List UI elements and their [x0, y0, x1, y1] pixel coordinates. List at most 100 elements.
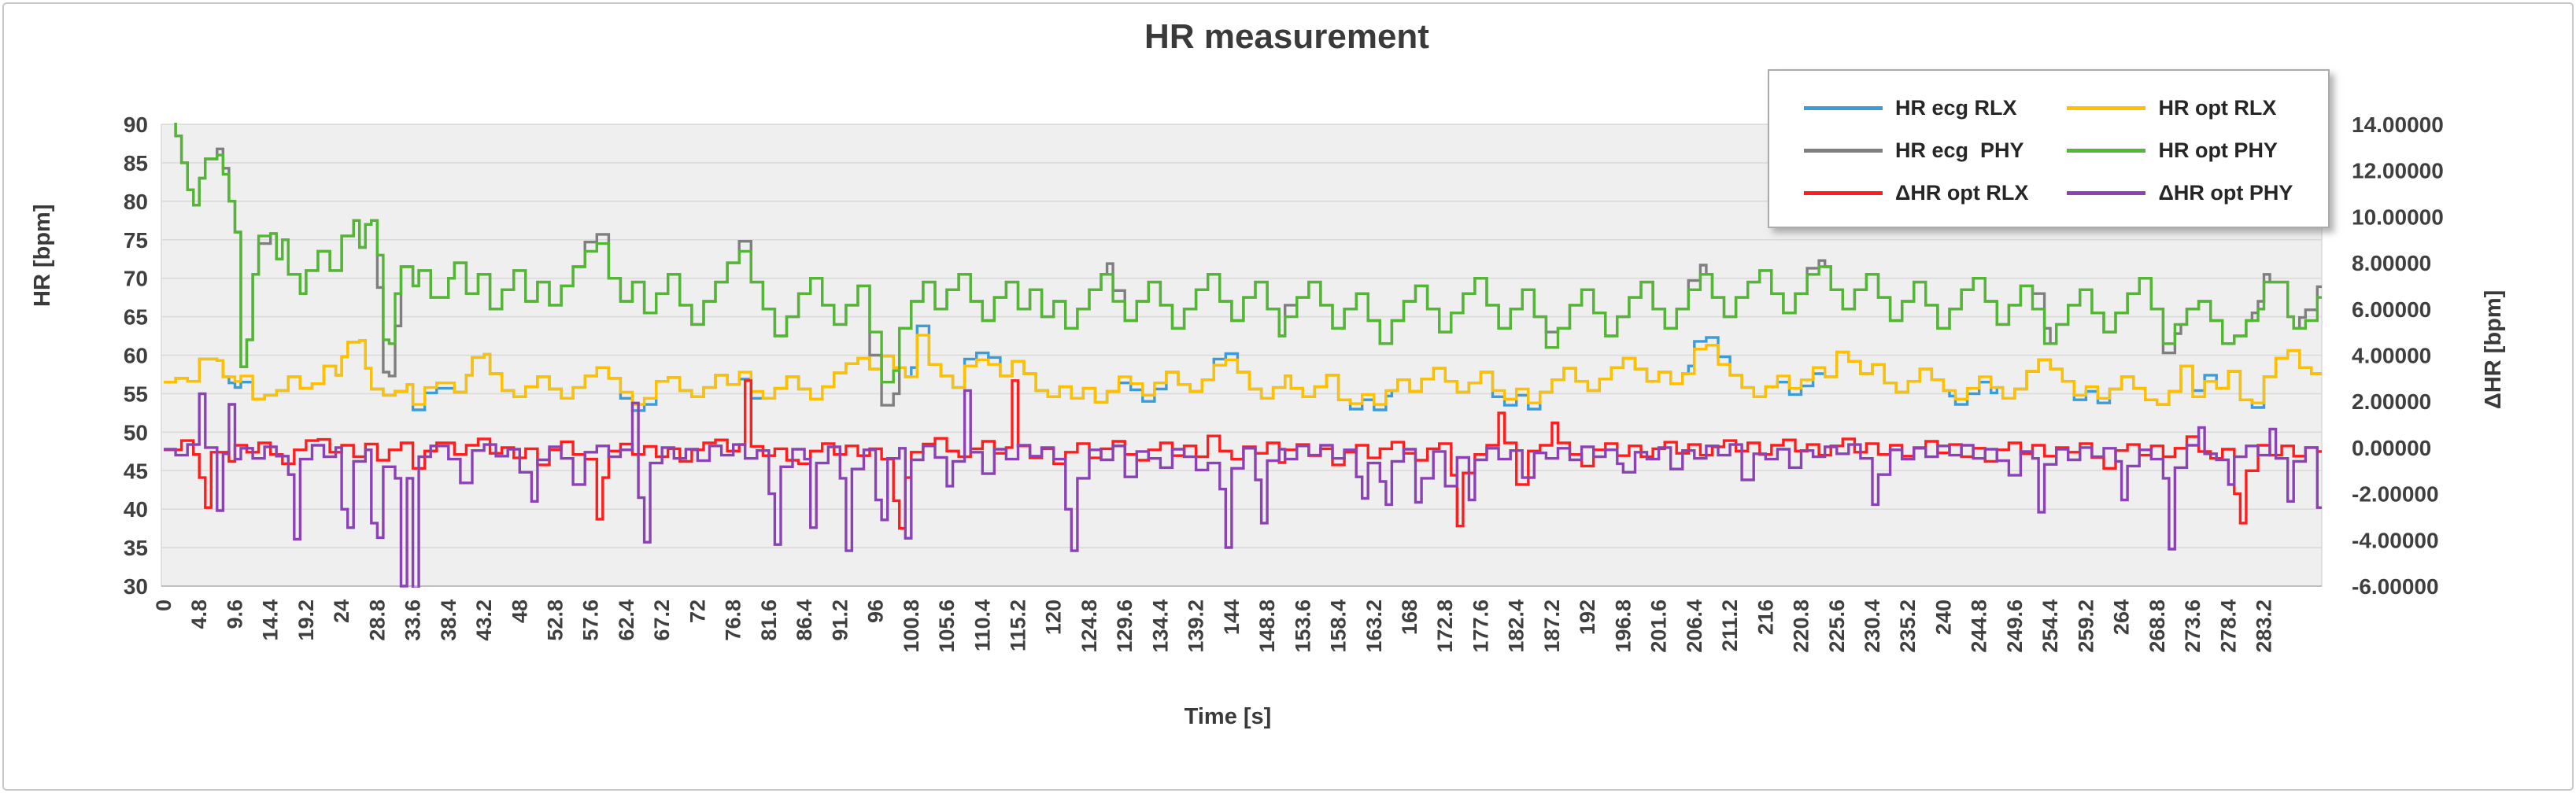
svg-text:268.8: 268.8 — [2145, 599, 2169, 653]
legend-label: ΔHR opt PHY — [2158, 180, 2293, 205]
legend-line-swatch — [1804, 105, 1883, 110]
svg-text:80: 80 — [124, 190, 148, 214]
svg-text:48: 48 — [508, 599, 531, 623]
svg-text:45: 45 — [124, 459, 148, 483]
legend-item-dhr-opt-phy: ΔHR opt PHY — [2067, 172, 2327, 214]
legend-line-swatch — [2067, 148, 2146, 153]
svg-text:201.6: 201.6 — [1647, 599, 1671, 653]
legend-label: HR opt PHY — [2158, 138, 2278, 162]
legend-item-hr-opt-rlx: HR opt RLX — [2067, 87, 2327, 129]
svg-text:50: 50 — [124, 420, 148, 444]
svg-text:-2.00000: -2.00000 — [2352, 482, 2439, 507]
svg-text:85: 85 — [124, 151, 148, 175]
svg-text:4.00000: 4.00000 — [2352, 344, 2431, 368]
svg-text:86.4: 86.4 — [793, 599, 816, 641]
svg-text:0: 0 — [152, 599, 176, 611]
svg-text:100.8: 100.8 — [900, 599, 923, 653]
svg-text:182.4: 182.4 — [1505, 599, 1528, 653]
x-axis-title: Time [s] — [1184, 704, 1272, 729]
svg-text:168: 168 — [1398, 599, 1421, 635]
svg-text:144: 144 — [1220, 599, 1244, 635]
svg-text:67.2: 67.2 — [650, 599, 674, 641]
chart-legend: HR ecg RLX HR opt RLX HR ecg PHY HR opt … — [1768, 69, 2330, 228]
svg-text:12.00000: 12.00000 — [2352, 159, 2444, 183]
svg-text:211.2: 211.2 — [1718, 599, 1742, 651]
svg-text:28.8: 28.8 — [365, 599, 389, 641]
svg-text:38.4: 38.4 — [437, 599, 460, 641]
svg-text:96: 96 — [864, 599, 888, 623]
series-line-hr-opt-phy — [174, 123, 2322, 384]
svg-text:278.4: 278.4 — [2216, 599, 2240, 653]
legend-line-swatch — [2067, 190, 2146, 195]
svg-text:206.4: 206.4 — [1683, 599, 1706, 653]
legend-line-swatch — [1804, 148, 1883, 153]
svg-text:148.8: 148.8 — [1255, 599, 1279, 653]
svg-text:6.00000: 6.00000 — [2352, 297, 2431, 322]
svg-text:216: 216 — [1754, 599, 1777, 635]
svg-text:4.8: 4.8 — [187, 599, 211, 629]
svg-text:62.4: 62.4 — [615, 599, 638, 641]
legend-item-hr-ecg-phy: HR ecg PHY — [1804, 129, 2064, 172]
svg-text:220.8: 220.8 — [1790, 599, 1813, 653]
legend-label: HR opt RLX — [2158, 95, 2277, 120]
svg-text:9.6: 9.6 — [223, 599, 246, 629]
legend-label: ΔHR opt RLX — [1895, 180, 2029, 205]
svg-text:65: 65 — [124, 305, 148, 330]
svg-text:75: 75 — [124, 228, 148, 253]
legend-line-swatch — [2067, 105, 2146, 110]
svg-text:115.2: 115.2 — [1006, 599, 1029, 651]
svg-text:196.8: 196.8 — [1611, 599, 1635, 653]
y-axis-left-title: HR [bpm] — [30, 204, 55, 307]
svg-text:70: 70 — [124, 267, 148, 291]
svg-text:105.6: 105.6 — [935, 599, 959, 653]
legend-line-swatch — [1804, 190, 1883, 195]
svg-text:90: 90 — [124, 112, 148, 137]
svg-text:91.2: 91.2 — [828, 599, 852, 641]
legend-item-dhr-opt-rlx: ΔHR opt RLX — [1804, 172, 2064, 214]
svg-text:187.2: 187.2 — [1540, 599, 1564, 653]
chart-title: HR measurement — [1144, 17, 1429, 56]
svg-text:124.8: 124.8 — [1077, 599, 1101, 653]
svg-text:35: 35 — [124, 536, 148, 560]
svg-text:192: 192 — [1576, 599, 1599, 635]
legend-label: HR ecg PHY — [1895, 138, 2024, 162]
svg-text:264: 264 — [2110, 599, 2134, 635]
series-line-δhr-opt-phy — [164, 389, 2322, 588]
svg-text:230.4: 230.4 — [1861, 599, 1884, 653]
svg-text:172.8: 172.8 — [1433, 599, 1457, 653]
svg-text:254.4: 254.4 — [2038, 599, 2062, 653]
svg-text:19.2: 19.2 — [294, 599, 318, 641]
svg-text:60: 60 — [124, 344, 148, 368]
y-axis-right-title: ΔHR [bpm] — [2481, 290, 2506, 409]
svg-text:163.2: 163.2 — [1362, 599, 1386, 653]
svg-text:129.6: 129.6 — [1113, 599, 1136, 653]
svg-text:72: 72 — [686, 599, 709, 623]
svg-text:-4.00000: -4.00000 — [2352, 528, 2439, 552]
svg-text:0.00000: 0.00000 — [2352, 436, 2431, 460]
svg-text:8.00000: 8.00000 — [2352, 251, 2431, 275]
svg-text:244.8: 244.8 — [1968, 599, 1991, 653]
legend-item-hr-opt-phy: HR opt PHY — [2067, 129, 2327, 172]
svg-text:14.00000: 14.00000 — [2352, 112, 2444, 137]
svg-text:177.6: 177.6 — [1469, 599, 1492, 653]
svg-text:81.6: 81.6 — [757, 599, 781, 641]
svg-text:235.2: 235.2 — [1896, 599, 1920, 653]
svg-text:120: 120 — [1042, 599, 1066, 635]
svg-text:-6.00000: -6.00000 — [2352, 574, 2439, 599]
svg-text:33.6: 33.6 — [401, 599, 425, 641]
svg-text:139.2: 139.2 — [1185, 599, 1208, 653]
svg-text:158.4: 158.4 — [1327, 599, 1351, 653]
svg-text:240: 240 — [1931, 599, 1955, 635]
series-line-hr-opt-rlx — [164, 334, 2322, 406]
svg-text:55: 55 — [124, 382, 148, 406]
svg-text:225.6: 225.6 — [1825, 599, 1849, 653]
svg-text:153.6: 153.6 — [1291, 599, 1314, 653]
svg-text:10.00000: 10.00000 — [2352, 205, 2444, 229]
svg-text:52.8: 52.8 — [544, 599, 567, 641]
svg-text:249.6: 249.6 — [2003, 599, 2027, 653]
legend-item-hr-ecg-rlx: HR ecg RLX — [1804, 87, 2064, 129]
svg-text:2.00000: 2.00000 — [2352, 389, 2431, 414]
svg-text:24: 24 — [330, 599, 353, 623]
svg-text:57.6: 57.6 — [579, 599, 603, 641]
